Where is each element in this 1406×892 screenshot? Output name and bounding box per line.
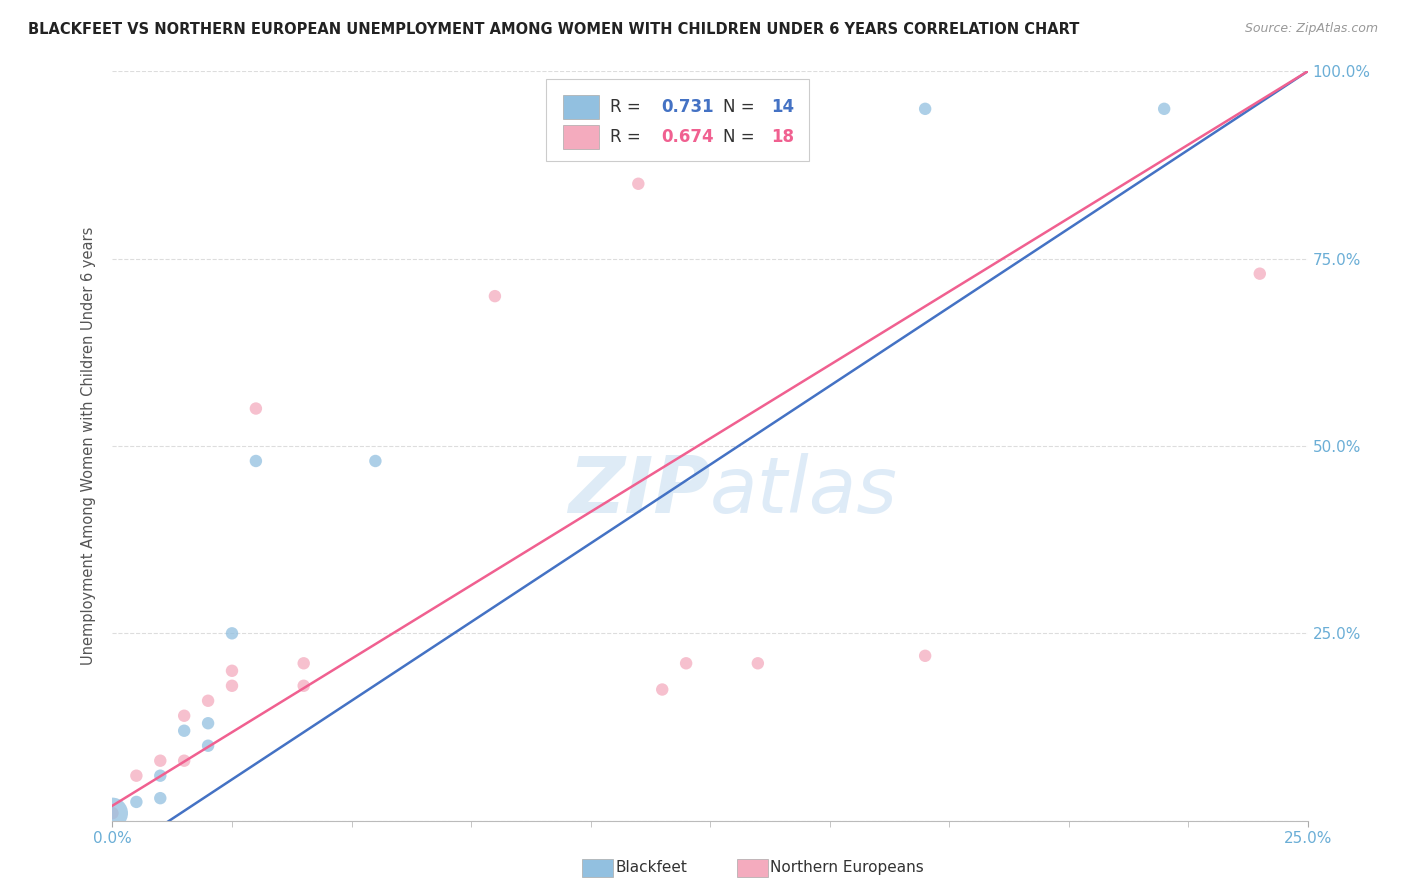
Point	[149, 769, 172, 783]
Text: Blackfeet: Blackfeet	[616, 861, 688, 875]
FancyBboxPatch shape	[562, 125, 599, 149]
Text: ZIP: ZIP	[568, 453, 710, 529]
Point	[197, 716, 219, 731]
Point	[149, 791, 172, 805]
Point	[173, 754, 195, 768]
Text: R =: R =	[610, 97, 645, 116]
FancyBboxPatch shape	[562, 95, 599, 119]
Text: N =: N =	[723, 128, 761, 145]
Text: Source: ZipAtlas.com: Source: ZipAtlas.com	[1244, 22, 1378, 36]
Point	[101, 806, 124, 821]
Point	[125, 795, 148, 809]
Y-axis label: Unemployment Among Women with Children Under 6 years: Unemployment Among Women with Children U…	[80, 227, 96, 665]
Point	[675, 657, 697, 671]
Point	[484, 289, 506, 303]
Text: 18: 18	[770, 128, 794, 145]
Point	[627, 177, 650, 191]
Point	[914, 102, 936, 116]
Point	[1153, 102, 1175, 116]
Text: BLACKFEET VS NORTHERN EUROPEAN UNEMPLOYMENT AMONG WOMEN WITH CHILDREN UNDER 6 YE: BLACKFEET VS NORTHERN EUROPEAN UNEMPLOYM…	[28, 22, 1080, 37]
Point	[364, 454, 387, 468]
Text: Northern Europeans: Northern Europeans	[770, 861, 924, 875]
Point	[914, 648, 936, 663]
Point	[125, 769, 148, 783]
Point	[221, 679, 243, 693]
Point	[579, 102, 602, 116]
Point	[651, 682, 673, 697]
Text: 0.731: 0.731	[661, 97, 714, 116]
Point	[245, 454, 267, 468]
FancyBboxPatch shape	[547, 78, 810, 161]
Point	[221, 664, 243, 678]
Point	[173, 723, 195, 738]
Point	[197, 739, 219, 753]
Text: N =: N =	[723, 97, 761, 116]
Point	[1249, 267, 1271, 281]
Point	[292, 679, 315, 693]
Text: 14: 14	[770, 97, 794, 116]
Point	[197, 694, 219, 708]
Point	[173, 708, 195, 723]
Point	[221, 626, 243, 640]
Text: atlas: atlas	[710, 453, 898, 529]
Point	[747, 657, 769, 671]
Point	[292, 657, 315, 671]
Point	[149, 754, 172, 768]
Text: 0.674: 0.674	[661, 128, 714, 145]
Point	[101, 806, 124, 821]
Text: R =: R =	[610, 128, 645, 145]
Point	[245, 401, 267, 416]
Point	[675, 102, 697, 116]
